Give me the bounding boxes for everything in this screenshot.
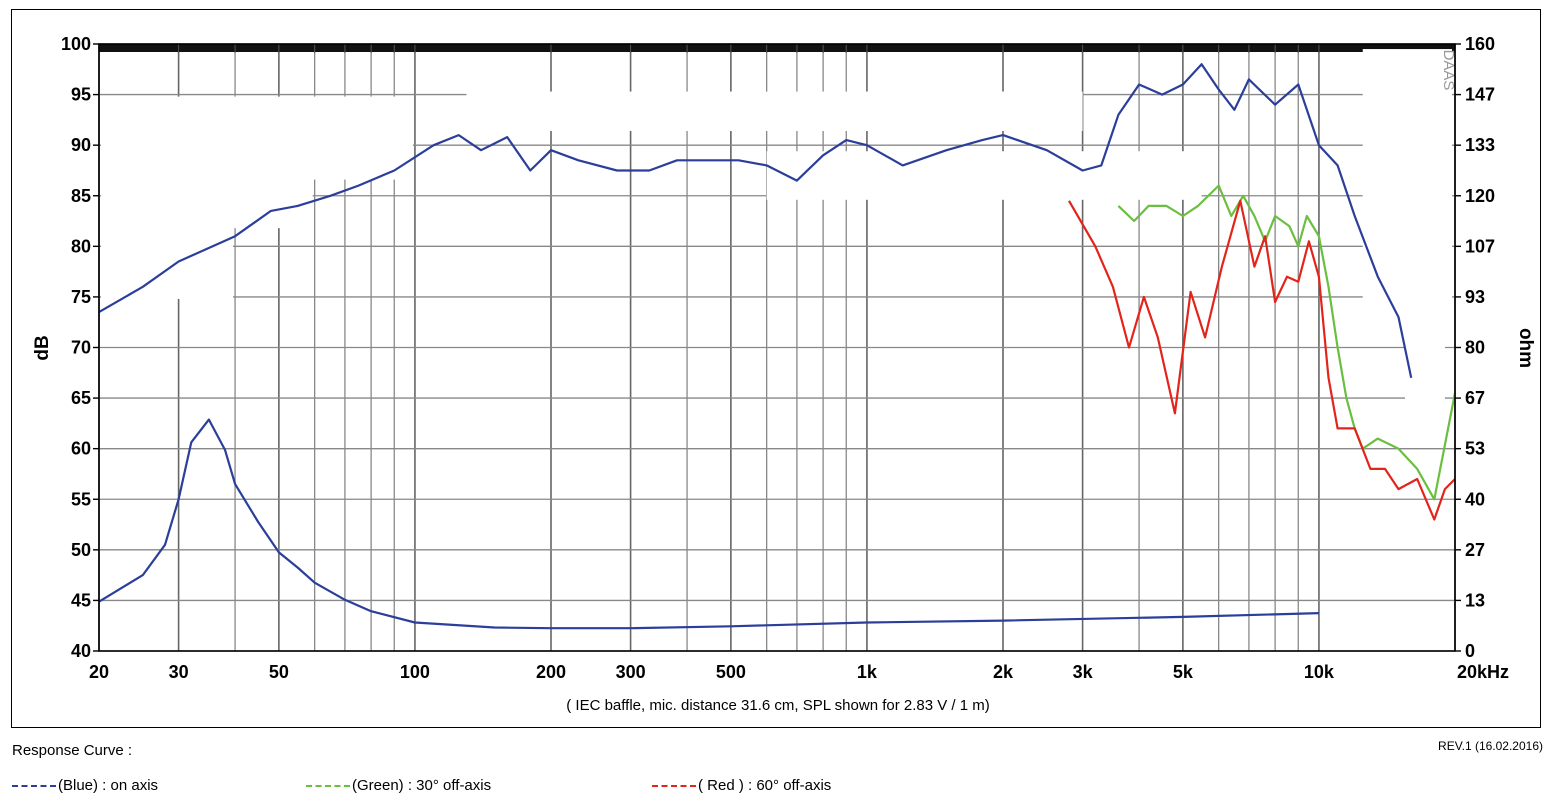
y-tick-label: 80	[71, 236, 91, 256]
series-group	[98, 63, 1457, 630]
grid-mask	[766, 151, 1202, 200]
y-axis-label: dB	[32, 335, 53, 360]
legend-swatch-red	[652, 784, 696, 787]
series-line-impedance	[98, 418, 1319, 630]
top-bar	[98, 44, 1456, 53]
grid-masks	[101, 49, 1452, 409]
y-tick-label: 95	[71, 85, 91, 105]
legend-item-blue: (Blue) : on axis	[12, 777, 158, 794]
y2-tick-label: 80	[1465, 338, 1485, 358]
y2-tick-label: 147	[1465, 85, 1495, 105]
y2-tick-label: 107	[1465, 236, 1495, 256]
axes: 100 95 90 85 80 75 70 65 60 55 50 45 40 160 147 133 120 1…	[61, 34, 1509, 682]
x-tick-label: 10k	[1304, 662, 1335, 682]
y2-tick-label: 40	[1465, 489, 1485, 509]
y2-axis-label: ohm	[1515, 328, 1536, 368]
y2-tick-label: 13	[1465, 590, 1485, 610]
series-line-60deg	[1068, 199, 1456, 521]
x-tick-label: 300	[616, 662, 646, 682]
y2-tick-label: 133	[1465, 135, 1495, 155]
legend-swatch-blue	[12, 784, 56, 787]
chart-note: ( IEC baffle, mic. distance 31.6 cm, SPL…	[566, 697, 990, 714]
legend-label-green: (Green) : 30° off-axis	[352, 777, 492, 794]
grid-mask	[101, 199, 234, 299]
y-tick-label: 75	[71, 287, 91, 307]
x-tick-label: 30	[169, 662, 189, 682]
revision-label: REV.1 (16.02.2016)	[1438, 739, 1543, 753]
y-tick-label: 40	[71, 641, 91, 661]
legend-label-blue: (Blue) : on axis	[58, 777, 159, 794]
legend-item-red: ( Red ) : 60° off-axis	[652, 777, 831, 794]
y2-tick-label: 160	[1465, 34, 1495, 54]
y2-tick-label: 53	[1465, 439, 1485, 459]
x-tick-label: 1k	[857, 662, 878, 682]
x-tick-label: 5k	[1173, 662, 1194, 682]
y-tick-label: 70	[71, 338, 91, 358]
x-tick-label: 100	[400, 662, 430, 682]
chart-frame: 100 95 90 85 80 75 70 65 60 55 50 45 40 160 147 133 120 1…	[11, 9, 1541, 728]
frequency-response-chart: 100 95 90 85 80 75 70 65 60 55 50 45 40 160 147 133 120 1…	[32, 34, 1536, 714]
y-tick-label: 65	[71, 388, 91, 408]
y-tick-label: 100	[61, 34, 91, 54]
y2-tick-label: 93	[1465, 287, 1485, 307]
x-tick-label: 200	[536, 662, 566, 682]
top-bar-band	[99, 44, 1455, 52]
x-tick-label: 20	[89, 662, 109, 682]
y2-tick-label: 0	[1465, 641, 1475, 661]
x-tick-label: 50	[269, 662, 289, 682]
y-tick-label: 60	[71, 439, 91, 459]
series-line-on-axis	[98, 63, 1413, 379]
grid-mask	[1404, 332, 1445, 409]
y-tick-label: 50	[71, 540, 91, 560]
grid-mask	[466, 91, 1083, 132]
y2-tick-label: 67	[1465, 388, 1485, 408]
x-tick-label: 20kHz	[1457, 662, 1509, 682]
legend-swatch-green	[306, 784, 350, 787]
y-tick-label: 90	[71, 135, 91, 155]
x-tick-label: 3k	[1073, 662, 1094, 682]
x-tick-label: 2k	[993, 662, 1014, 682]
series-line-30deg	[1117, 184, 1457, 501]
watermark: DAAS	[1440, 50, 1457, 91]
x-tick-label: 500	[716, 662, 746, 682]
legend-item-green: (Green) : 30° off-axis	[306, 777, 491, 794]
y-tick-label: 85	[71, 186, 91, 206]
y-tick-label: 55	[71, 489, 91, 509]
y2-tick-label: 120	[1465, 186, 1495, 206]
legend-label-red: ( Red ) : 60° off-axis	[698, 777, 832, 794]
y2-tick-label: 27	[1465, 540, 1485, 560]
grid-mask	[1362, 49, 1452, 333]
legend-title: Response Curve :	[12, 742, 133, 759]
y-tick-label: 45	[71, 590, 91, 610]
